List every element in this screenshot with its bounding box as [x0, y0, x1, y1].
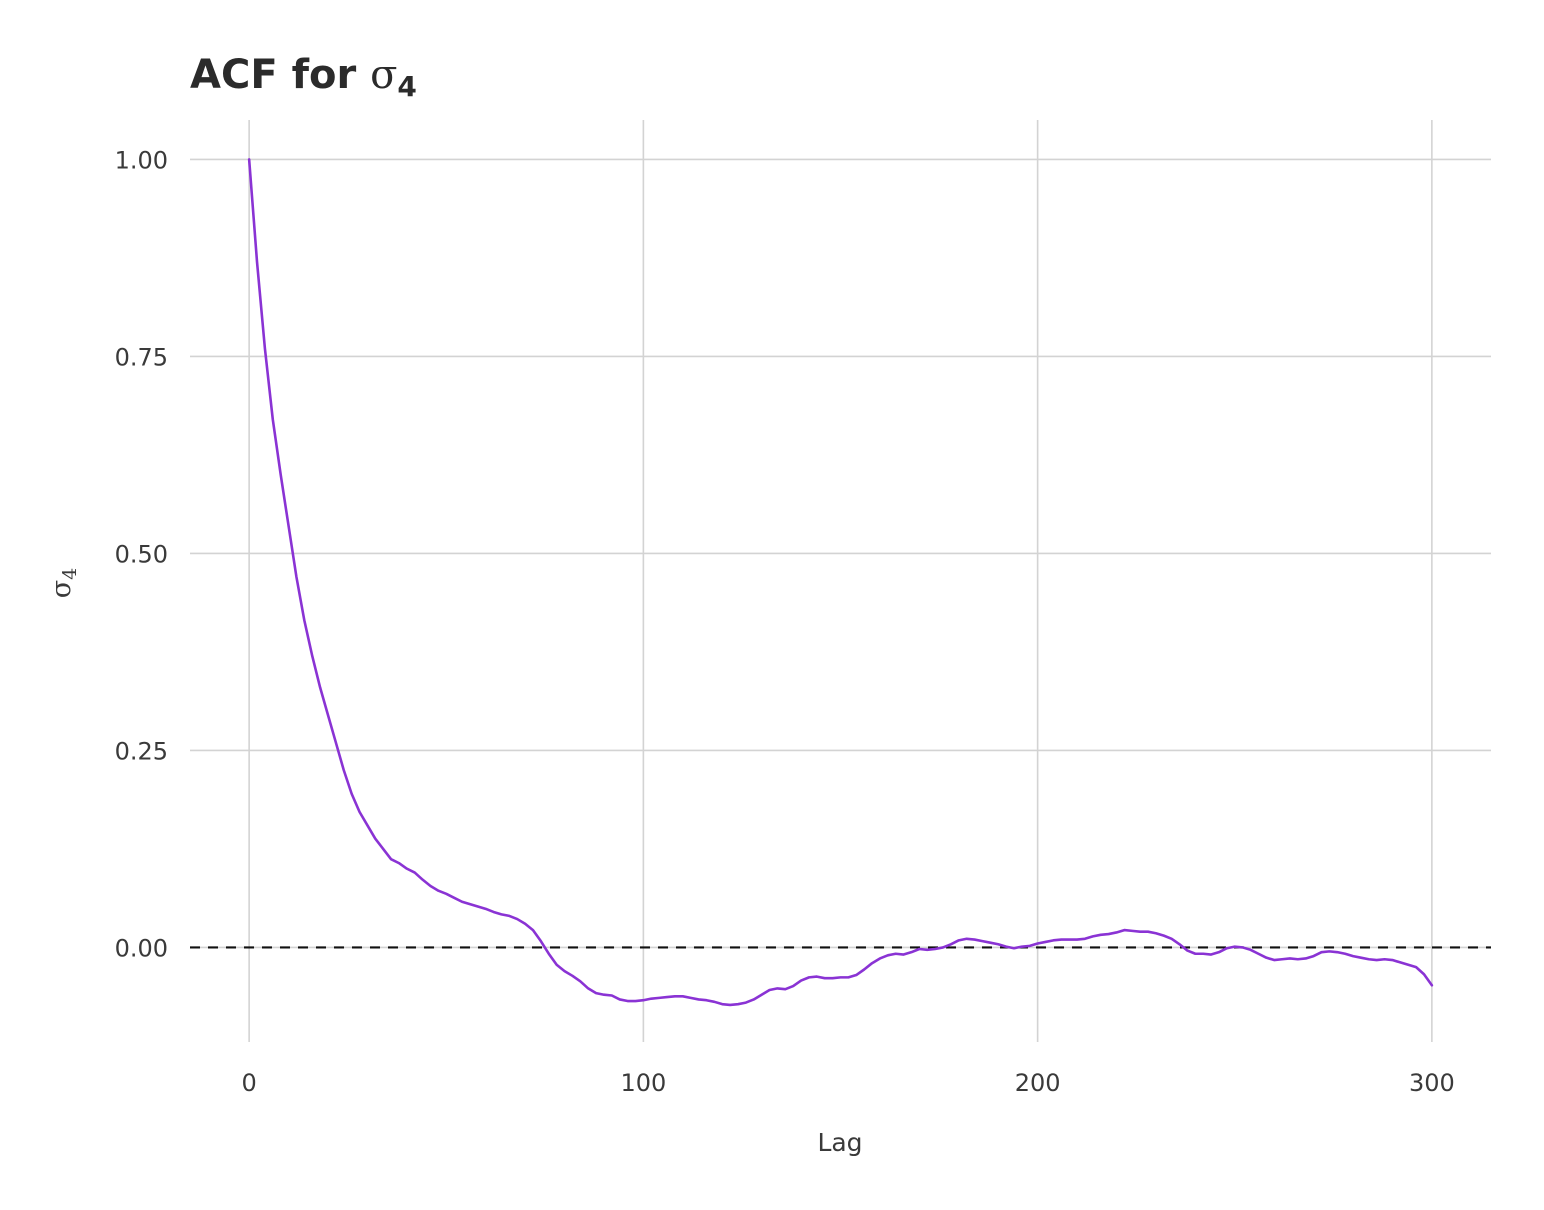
gridlines — [190, 120, 1491, 1042]
y-tick-label: 0.75 — [115, 343, 168, 371]
y-axis-title-subscript: 4 — [59, 568, 81, 580]
y-tick-label: 0.50 — [115, 540, 168, 568]
chart-title-subscript: 4 — [397, 70, 416, 103]
y-tick-label: 1.00 — [115, 146, 168, 174]
y-tick-label: 0.25 — [115, 737, 168, 765]
x-tick-label: 300 — [1409, 1069, 1455, 1097]
x-axis-title: Lag — [817, 1128, 862, 1157]
x-tick-label: 200 — [1015, 1069, 1061, 1097]
y-axis-title-text: σ4 — [46, 568, 81, 599]
y-axis-title-symbol: σ — [46, 580, 77, 598]
x-tick-label: 100 — [620, 1069, 666, 1097]
series-layer — [247, 158, 1434, 1007]
y-axis-tick-labels: 0.00 0.25 0.50 0.75 1.00 — [115, 146, 168, 962]
acf-series-line — [247, 158, 1434, 1007]
chart-title-symbol: σ — [370, 52, 397, 98]
y-axis-title: σ4 — [46, 568, 81, 599]
chart-title: ACF for σ4 — [190, 52, 417, 103]
y-tick-label: 0.00 — [115, 934, 168, 962]
x-axis-tick-labels: 0 100 200 300 — [241, 1069, 1454, 1097]
chart-title-prefix: ACF for — [190, 52, 370, 98]
x-tick-label: 0 — [241, 1069, 256, 1097]
